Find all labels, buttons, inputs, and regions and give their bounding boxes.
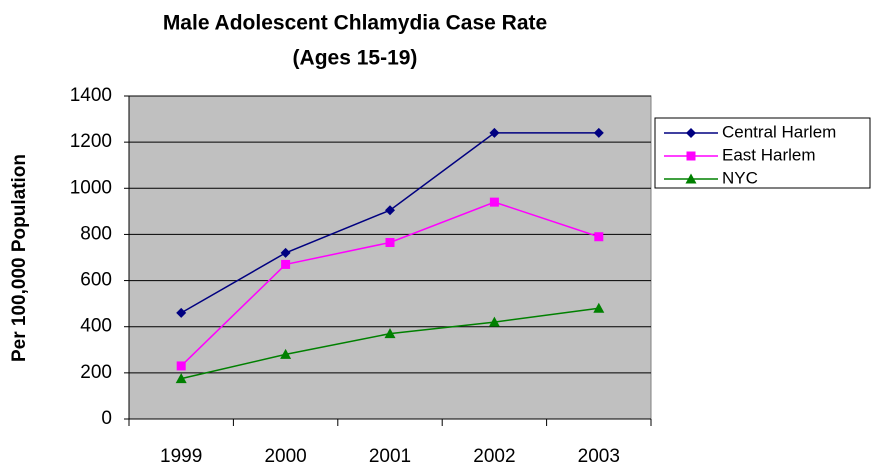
data-point xyxy=(489,197,499,207)
x-tick-label: 2003 xyxy=(578,446,620,467)
legend-label: East Harlem xyxy=(722,145,816,164)
data-point xyxy=(488,316,500,327)
legend-label: Central Harlem xyxy=(722,122,836,141)
y-axis-label: Per 100,000 Population xyxy=(9,154,30,362)
x-tick-label: 2001 xyxy=(369,446,411,467)
legend-label: NYC xyxy=(722,168,758,187)
y-tick-label: 200 xyxy=(80,362,112,383)
legend-marker xyxy=(686,128,696,138)
x-tick-label: 2000 xyxy=(264,446,306,467)
data-point xyxy=(384,328,396,339)
data-point xyxy=(385,238,395,248)
x-tick-label: 1999 xyxy=(160,446,202,467)
y-tick-label: 1200 xyxy=(70,131,112,152)
data-point xyxy=(489,127,500,138)
legend-marker xyxy=(685,173,697,184)
y-tick-label: 400 xyxy=(80,316,112,337)
y-tick-label: 600 xyxy=(80,270,112,291)
data-point xyxy=(175,373,187,384)
data-point xyxy=(176,361,186,371)
data-point xyxy=(594,232,604,242)
y-tick-label: 0 xyxy=(101,408,112,429)
data-point xyxy=(593,302,605,313)
legend-marker xyxy=(686,151,696,161)
data-point xyxy=(593,127,604,138)
plot-area xyxy=(128,95,652,420)
y-tick-label: 1400 xyxy=(70,85,112,106)
y-tick-label: 800 xyxy=(80,223,112,244)
x-tick-label: 2002 xyxy=(473,446,515,467)
data-point xyxy=(280,348,292,359)
data-point xyxy=(281,259,291,269)
data-point xyxy=(385,205,395,216)
data-point xyxy=(176,307,187,318)
chart-subtitle: (Ages 15-19) xyxy=(293,47,418,70)
data-point xyxy=(280,247,291,258)
chart-title: Male Adolescent Chlamydia Case Rate xyxy=(163,12,547,35)
y-tick-label: 1000 xyxy=(70,177,112,198)
